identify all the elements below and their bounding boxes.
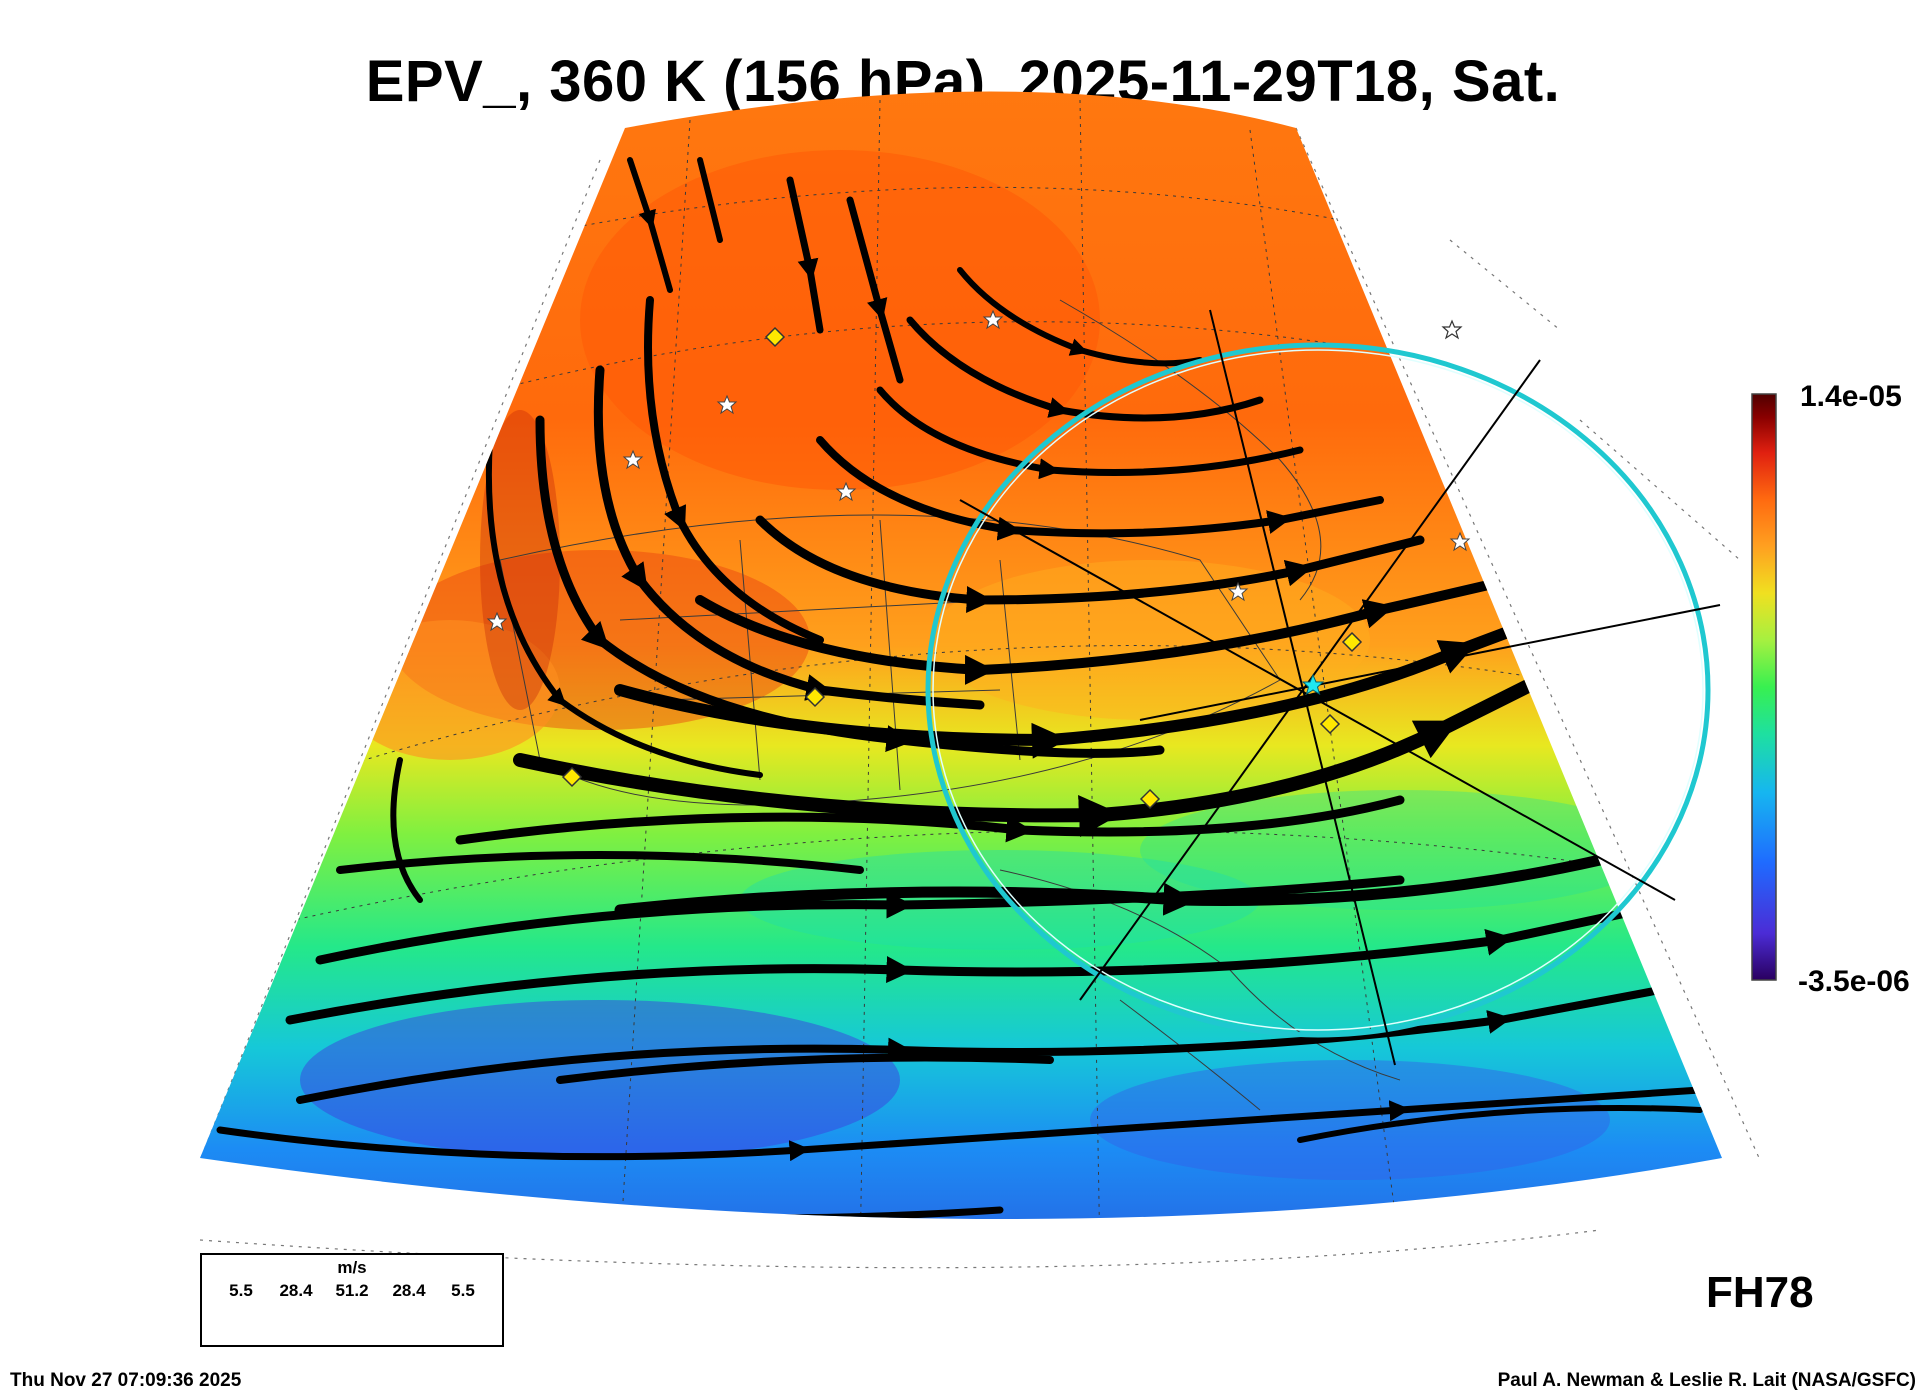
credits: Paul A. Newman & Leslie R. Lait (NASA/GS… <box>1497 1370 1916 1391</box>
legend-unit: m/s <box>337 1258 367 1277</box>
wind-streamlines <box>216 157 1704 1219</box>
wind-speed-legend: m/s 5.5 28.4 51.2 28.4 5.5 <box>200 1253 504 1347</box>
legend-value: 28.4 <box>392 1281 426 1300</box>
markers <box>486 309 1471 810</box>
cross-line-4 <box>1139 604 1721 721</box>
cross-line-3 <box>959 499 1676 901</box>
cyan-star-marker-icon <box>1301 673 1325 696</box>
outline-star-icon <box>1441 319 1463 340</box>
forecast-hour-label: FH78 <box>1706 1268 1814 1317</box>
colorbar <box>1751 393 1777 981</box>
legend-value: 28.4 <box>279 1281 313 1300</box>
colorbar-min-label: -3.5e-06 <box>1798 965 1910 998</box>
legend-value: 5.5 <box>451 1281 475 1300</box>
focus-ring <box>925 342 1711 1038</box>
cross-line-2 <box>1079 359 1541 1001</box>
outer-grid-lines <box>199 127 1761 1269</box>
white-star-marker-icon <box>486 309 1471 632</box>
run-timestamp: Thu Nov 27 07:09:36 2025 <box>10 1370 242 1391</box>
focus-ring-overlay <box>925 309 1721 1066</box>
colorbar-max-label: 1.4e-05 <box>1800 380 1902 413</box>
legend-value: 5.5 <box>229 1281 253 1300</box>
legend-value: 51.2 <box>335 1281 369 1300</box>
yellow-diamond-marker-icon <box>561 326 1363 810</box>
